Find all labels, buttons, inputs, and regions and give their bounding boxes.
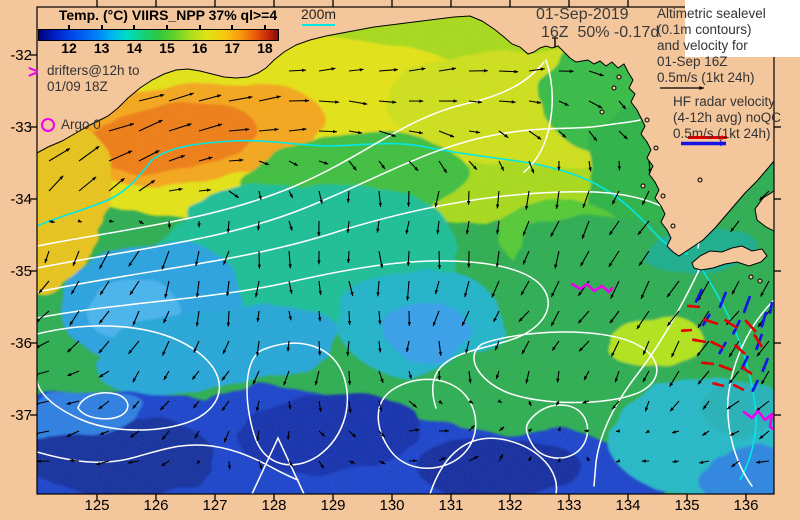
small-island — [748, 274, 754, 280]
drifter-track — [570, 282, 614, 294]
lon-axis-label: 126 — [143, 497, 169, 514]
sealevel-contour — [77, 392, 129, 420]
isobath-200m-contour — [37, 139, 689, 255]
drifter-track — [742, 409, 774, 431]
lat-axis-label: -36 — [10, 335, 32, 352]
colorbar-tick-label: 13 — [93, 40, 110, 56]
small-island — [616, 74, 622, 80]
lon-axis-label: 131 — [438, 497, 464, 514]
lon-axis-label: 136 — [733, 497, 759, 514]
small-island — [697, 177, 703, 183]
sealevel-contour — [37, 444, 299, 481]
altimetric-legend-line: 01-Sep 16Z — [657, 54, 728, 69]
colorbar-tick-label: 15 — [159, 40, 175, 56]
altimetric-legend-line: and velocity for — [657, 38, 748, 53]
mainland-coastline — [37, 7, 774, 257]
sealevel-contour — [37, 119, 641, 269]
colorbar-tick-label: 12 — [61, 40, 77, 56]
lon-axis-label: 127 — [202, 497, 228, 514]
lon-axis-label: 130 — [379, 497, 405, 514]
argo-float-marker-icon — [41, 118, 55, 132]
small-island — [599, 109, 605, 115]
small-island — [670, 223, 676, 229]
lon-axis-label: 133 — [556, 497, 582, 514]
small-island — [644, 117, 650, 123]
sealevel-contour — [251, 436, 305, 494]
isobath-200m-swatch — [302, 24, 335, 26]
lon-axis-label: 128 — [261, 497, 287, 514]
lat-axis-label: -33 — [10, 119, 32, 136]
datetime-line1: 01-Sep-2019 — [536, 6, 629, 23]
sealevel-contour — [246, 342, 349, 466]
velocity-vector-field — [37, 67, 770, 470]
legend-arrows — [660, 86, 727, 147]
lat-axis-label: -32 — [10, 47, 32, 64]
small-island — [660, 193, 666, 199]
axis-ticks — [30, 0, 781, 501]
small-island — [611, 85, 617, 91]
lon-axis-label: 132 — [497, 497, 523, 514]
altimetric-legend-line: (0.1m contours) — [657, 22, 752, 37]
lon-axis-label: 134 — [615, 497, 641, 514]
colorbar-tick — [198, 25, 201, 29]
colorbar-tick — [165, 25, 168, 29]
sealevel-contour — [37, 61, 545, 247]
lat-axis-label: -35 — [10, 263, 32, 280]
sealevel-contour — [37, 260, 549, 409]
hf-radar-legend-line: (4-12h avg) noQC — [673, 110, 782, 125]
colorbar-tick — [100, 25, 103, 29]
sealevel-contour — [593, 267, 701, 487]
drifters-legend-line1: drifters@12h to — [47, 63, 140, 78]
small-island — [653, 145, 659, 151]
lon-axis-label: 129 — [320, 497, 346, 514]
colorbar-tick — [68, 25, 71, 29]
sealevel-contour — [523, 59, 554, 173]
sealevel-contour — [727, 299, 774, 487]
lat-axis-label: -37 — [10, 407, 32, 424]
sealevel-contour — [37, 325, 221, 431]
hf-radar-vectors — [680, 288, 774, 393]
yorke-peninsula — [754, 190, 774, 232]
isobath-200m-label: 200m — [301, 6, 337, 22]
kangaroo-island — [691, 245, 768, 271]
colorbar-tick-label: 17 — [224, 40, 241, 56]
colorbar-tick-label: 14 — [126, 40, 143, 56]
datetime-line2: 16Z 50% -0.17d — [541, 24, 660, 41]
legend-background-patch — [685, 0, 800, 57]
hf-radar-legend-line: HF radar velocity — [673, 94, 776, 109]
drifter-marker-icon: > — [28, 62, 39, 82]
drifters-legend-line2: 01/09 18Z — [47, 79, 108, 94]
lon-axis-label: 125 — [84, 497, 110, 514]
lat-axis-label: -34 — [10, 191, 32, 208]
land — [37, 7, 774, 284]
lon-axis-label: 135 — [674, 497, 700, 514]
sealevel-contour — [525, 404, 589, 459]
plot-border — [36, 6, 775, 495]
small-island — [757, 278, 763, 284]
hf-radar-legend-line: 0.5m/s (1kt 24h) — [673, 126, 771, 141]
colorbar-title: Temp. (°C) VIIRS_NPP 37% ql>=4 — [58, 7, 278, 23]
small-island — [640, 183, 646, 189]
colorbar-tick-label: 16 — [191, 40, 208, 56]
colorbar-tick — [231, 25, 234, 29]
argo-legend-label: Argo 0 — [61, 117, 101, 132]
altimetric-legend-line: Altimetric sealevel — [657, 6, 766, 21]
altimetric-legend-line: 0.5m/s (1kt 24h) — [657, 70, 755, 85]
colorbar-tick-label: 18 — [257, 40, 273, 56]
colorbar-tick — [133, 25, 136, 29]
sealevel-contour — [429, 437, 558, 494]
colorbar-gradient — [38, 29, 279, 41]
sealevel-contour — [473, 331, 658, 404]
colorbar-tick — [263, 25, 266, 29]
